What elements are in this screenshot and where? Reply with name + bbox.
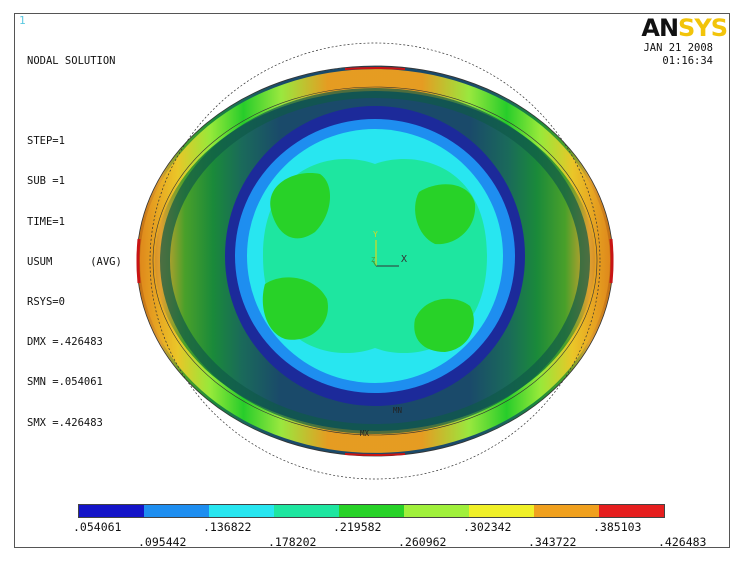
info-line: USUM (AVG) xyxy=(27,255,122,268)
legend-label: .136822 xyxy=(203,520,252,534)
info-line: SUB =1 xyxy=(27,175,65,188)
green-patch xyxy=(414,298,474,352)
axis-triad: Y Z X xyxy=(371,230,407,267)
legend-swatch xyxy=(144,505,209,517)
legend-label: .095442 xyxy=(138,535,187,548)
info-line: NODAL SOLUTION xyxy=(27,54,116,67)
info-line: SMX =.426483 xyxy=(27,416,103,429)
legend-color-bar xyxy=(78,504,665,518)
legend-label: .054061 xyxy=(73,520,122,534)
svg-text:Y: Y xyxy=(373,230,378,239)
green-patch xyxy=(262,277,328,340)
legend-label: .426483 xyxy=(658,535,707,548)
legend-swatch xyxy=(599,505,664,517)
info-line: RSYS=0 xyxy=(27,296,65,309)
legend-swatch xyxy=(469,505,534,517)
legend-label: .343722 xyxy=(528,535,577,548)
window-number: 1 xyxy=(19,14,26,27)
ansys-logo: ANSYS xyxy=(641,14,728,42)
date-stamp: JAN 21 2008 01:16:34 xyxy=(643,42,713,69)
info-line: TIME=1 xyxy=(27,215,65,228)
solution-info-block: NODAL SOLUTION STEP=1 SUB =1 TIME=1 USUM… xyxy=(27,28,122,457)
legend-swatch xyxy=(339,505,404,517)
contour-legend: .054061 .136822 .219582 .302342 .385103 … xyxy=(73,504,706,547)
info-line: DMX =.426483 xyxy=(27,336,103,349)
legend-label: .385103 xyxy=(593,520,642,534)
legend-swatch xyxy=(534,505,599,517)
svg-text:Z: Z xyxy=(371,256,375,264)
legend-swatch xyxy=(209,505,274,517)
time-text: 01:16:34 xyxy=(662,55,713,68)
min-marker: MN xyxy=(393,406,402,415)
date-text: JAN 21 2008 xyxy=(643,42,713,54)
max-marker: MX xyxy=(360,429,370,438)
info-line: STEP=1 xyxy=(27,135,65,148)
contour-plot: Y Z X MN MX xyxy=(136,42,614,480)
green-patch xyxy=(270,173,331,239)
legend-swatch xyxy=(404,505,469,517)
legend-label: .302342 xyxy=(463,520,512,534)
info-line: SMN =.054061 xyxy=(27,376,103,389)
legend-label: .178202 xyxy=(268,535,317,548)
svg-text:X: X xyxy=(401,254,407,265)
legend-swatch xyxy=(79,505,144,517)
green-patch xyxy=(415,184,476,245)
graphics-window: 1 NODAL SOLUTION STEP=1 SUB =1 TIME=1 US… xyxy=(14,13,730,548)
legend-label: .260962 xyxy=(398,535,447,548)
legend-label: .219582 xyxy=(333,520,382,534)
legend-swatch xyxy=(274,505,339,517)
